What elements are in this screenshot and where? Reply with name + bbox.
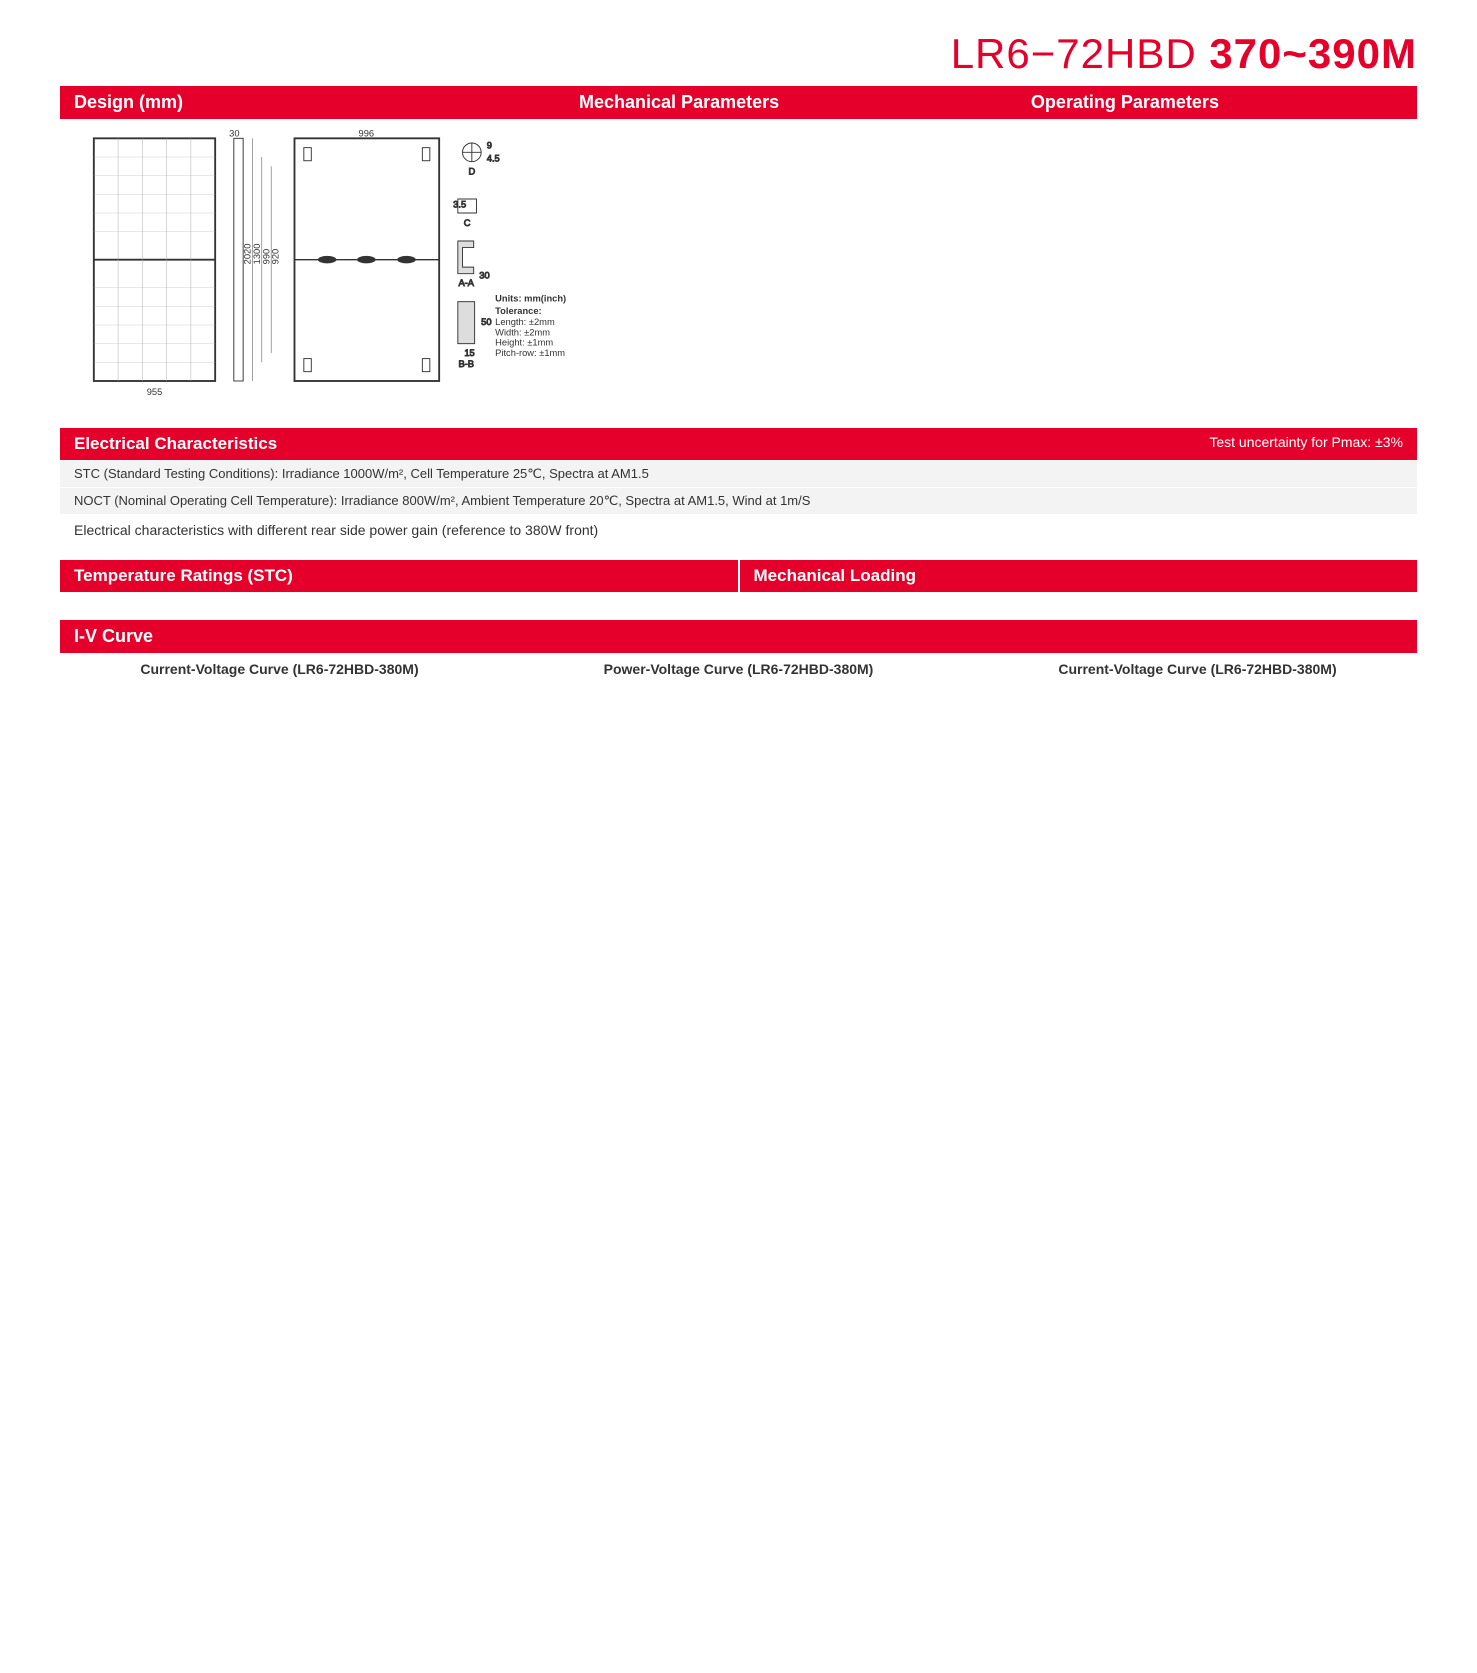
ec-title: Electrical Characteristics bbox=[74, 434, 277, 454]
chart-iv-temp: Current-Voltage Curve (LR6-72HBD-380M) bbox=[60, 661, 499, 926]
temp-mech-header: Temperature Ratings (STC) Mechanical Loa… bbox=[60, 560, 1417, 592]
chart2-title: Power-Voltage Curve (LR6-72HBD-380M) bbox=[519, 661, 958, 677]
svg-text:9: 9 bbox=[487, 141, 492, 151]
chart2-svg bbox=[519, 681, 958, 921]
ec-header: Electrical Characteristics Test uncertai… bbox=[60, 428, 1417, 460]
chart-iv-irrad: Current-Voltage Curve (LR6-72HBD-380M) bbox=[978, 661, 1417, 926]
svg-text:30: 30 bbox=[229, 129, 239, 138]
mechload-title: Mechanical Loading bbox=[740, 560, 1418, 592]
svg-text:920: 920 bbox=[271, 249, 281, 265]
page-title: LR6−72HBD 370~390M bbox=[60, 30, 1417, 78]
svg-text:50: 50 bbox=[481, 317, 491, 327]
hdr-oper: Operating Parameters bbox=[1031, 92, 1403, 113]
hdr-mech: Mechanical Parameters bbox=[579, 92, 1031, 113]
stc-note: STC (Standard Testing Conditions): Irrad… bbox=[60, 460, 1417, 487]
chart-pv: Power-Voltage Curve (LR6-72HBD-380M) bbox=[519, 661, 958, 926]
svg-text:955: 955 bbox=[147, 387, 163, 397]
mechanical-params bbox=[596, 129, 997, 414]
noct-note: NOCT (Nominal Operating Cell Temperature… bbox=[60, 487, 1417, 514]
panel-diagram-svg: 955 30 2020 1300 990 920 996 9 4.5 D bbox=[60, 129, 576, 409]
iv-title: I-V Curve bbox=[74, 626, 153, 647]
mech-loading-box bbox=[739, 592, 1418, 620]
svg-text:Units: mm(inch): Units: mm(inch) bbox=[495, 294, 566, 304]
rear-caption: Electrical characteristics with differen… bbox=[60, 514, 1417, 542]
design-diagram: 955 30 2020 1300 990 920 996 9 4.5 D bbox=[60, 129, 576, 414]
svg-text:Pitch-row: ±1mm: Pitch-row: ±1mm bbox=[495, 348, 565, 358]
svg-text:B-B: B-B bbox=[458, 359, 474, 369]
svg-text:15: 15 bbox=[464, 348, 474, 358]
chart1-title: Current-Voltage Curve (LR6-72HBD-380M) bbox=[60, 661, 499, 677]
hdr-design: Design (mm) bbox=[74, 92, 579, 113]
ec-note: Test uncertainty for Pmax: ±3% bbox=[1209, 434, 1403, 454]
svg-text:4.5: 4.5 bbox=[487, 154, 500, 164]
chart3-svg bbox=[978, 681, 1417, 921]
svg-text:Length: ±2mm: Length: ±2mm bbox=[495, 317, 555, 327]
svg-text:Width: ±2mm: Width: ±2mm bbox=[495, 327, 550, 337]
svg-text:D: D bbox=[468, 167, 475, 177]
temp-ratings-box bbox=[60, 592, 739, 620]
svg-text:30: 30 bbox=[479, 270, 489, 280]
svg-text:C: C bbox=[464, 218, 471, 228]
svg-text:996: 996 bbox=[359, 129, 375, 138]
svg-text:3.5: 3.5 bbox=[453, 199, 466, 209]
svg-text:A-A: A-A bbox=[458, 278, 474, 288]
chart1-svg bbox=[60, 681, 499, 921]
model-name: LR6−72HBD bbox=[951, 30, 1197, 77]
chart3-title: Current-Voltage Curve (LR6-72HBD-380M) bbox=[978, 661, 1417, 677]
model-range: 370~390M bbox=[1209, 30, 1417, 77]
svg-text:Tolerance:: Tolerance: bbox=[495, 306, 541, 316]
temp-title: Temperature Ratings (STC) bbox=[60, 560, 738, 592]
operating-params bbox=[1016, 129, 1417, 414]
svg-text:Height: ±1mm: Height: ±1mm bbox=[495, 338, 553, 348]
iv-header: I-V Curve bbox=[60, 620, 1417, 653]
top-header-bar: Design (mm) Mechanical Parameters Operat… bbox=[60, 86, 1417, 119]
